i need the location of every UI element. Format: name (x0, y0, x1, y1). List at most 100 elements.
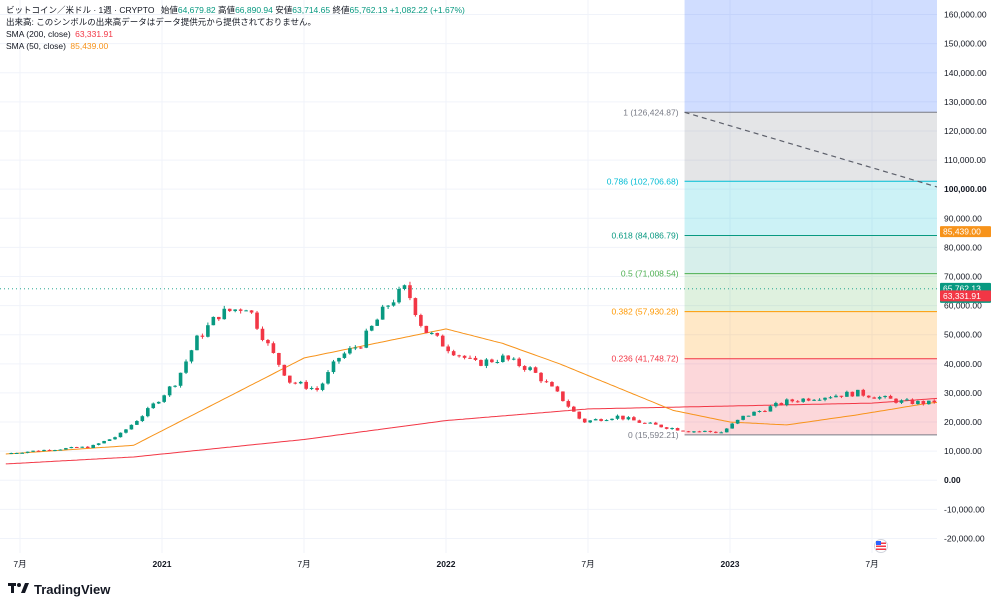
candle-body (544, 381, 549, 383)
price-axis-bg (937, 0, 993, 553)
candle-body (653, 422, 658, 425)
candle-body (47, 449, 52, 451)
candle-body (348, 348, 352, 354)
candle-body (386, 305, 390, 307)
candle-body (801, 398, 805, 402)
candle-body (85, 446, 90, 448)
open-label: 始値 (160, 5, 178, 15)
candle-body (588, 420, 592, 423)
candle-body (615, 415, 620, 419)
candle-body (419, 315, 423, 326)
candle-body (69, 447, 74, 449)
candle-body (828, 397, 833, 399)
volume-note: 出来高: このシンボルの出来高データはデータ提供元から提供されておりません。 (6, 17, 316, 27)
candle-body (217, 316, 221, 320)
fib-label-0.5: 0.5 (71,008.54) (621, 269, 679, 279)
candle-body (462, 355, 467, 358)
candle-body (599, 419, 603, 421)
fib-trend-line (684, 111, 993, 205)
candle-body (763, 410, 767, 412)
candle-body (785, 399, 789, 405)
candle-body (397, 288, 401, 303)
candle-body (916, 400, 920, 405)
x-tick-label: 7月 (297, 559, 310, 569)
price-badge-bg (940, 226, 991, 238)
price-badge-value: 63,331.91 (943, 291, 981, 301)
sma50-row[interactable]: SMA (50, close) 85,439.00 (6, 40, 465, 52)
candle-body (140, 416, 145, 422)
candle-body (555, 386, 560, 392)
candle-body (670, 428, 674, 430)
candle-body (118, 432, 123, 438)
candle-body (107, 439, 112, 441)
candle-body (446, 346, 450, 352)
y-tick-label: 40,000.00 (944, 359, 982, 369)
candle-body (227, 308, 232, 312)
candle-body (495, 362, 500, 364)
y-tick-label: 20,000.00 (944, 417, 982, 427)
candle-body (189, 350, 194, 362)
candle-body (561, 391, 565, 402)
candle-body (856, 389, 860, 397)
candle-body (195, 335, 199, 351)
candle-body (861, 389, 866, 396)
y-tick-label: 150,000.00 (944, 39, 987, 49)
candle-body (337, 357, 341, 362)
candle-body (610, 418, 614, 421)
low-value: 63,714.65 (292, 5, 331, 15)
sma200-label: SMA (200, close) (6, 29, 71, 39)
fib-label-0.618: 0.618 (84,086.79) (611, 231, 678, 241)
y-tick-label: 10,000.00 (944, 446, 982, 456)
candle-body (834, 395, 838, 398)
candle-body (910, 399, 915, 405)
candle-body (36, 450, 41, 452)
high-value: 66,890.94 (235, 5, 273, 15)
x-tick-label: 7月 (865, 559, 878, 569)
candle-body (113, 437, 117, 440)
candle-body (80, 446, 85, 448)
candle-body (659, 424, 663, 428)
price-badge-bg (940, 290, 991, 302)
candle-body (266, 339, 270, 344)
candle-body (506, 355, 511, 360)
candle-body (757, 410, 762, 412)
candle-body (211, 316, 216, 326)
candle-body (626, 417, 631, 420)
candle-body (714, 431, 718, 433)
candle-body (839, 395, 844, 397)
candle-body (102, 440, 106, 444)
candle-body (517, 358, 521, 367)
candle-body (375, 319, 379, 326)
x-tick-label: 2022 (437, 559, 456, 569)
candle-body (888, 395, 893, 399)
candle-body (550, 382, 554, 387)
candle-body (260, 328, 265, 340)
candle-body (582, 418, 587, 423)
candle-body (484, 359, 489, 366)
sma200-row[interactable]: SMA (200, close) 63,331.91 (6, 28, 465, 40)
y-tick-label: -20,000.00 (944, 533, 985, 543)
tradingview-logo-icon (8, 582, 30, 597)
candle-body (288, 375, 292, 383)
candle-body (9, 452, 14, 454)
candle-body (173, 385, 177, 387)
candle-body (91, 444, 95, 448)
symbol-title[interactable]: ビットコイン／米ドル · 1週 · CRYPTO (6, 5, 155, 15)
candle-body (566, 401, 571, 407)
y-tick-label: 110,000.00 (944, 155, 986, 165)
candle-body (932, 400, 937, 403)
candle-body (746, 415, 751, 417)
candle-body (353, 347, 358, 349)
candle-body (866, 395, 871, 398)
candle-body (539, 372, 543, 382)
x-tick-label: 2023 (721, 559, 740, 569)
candle-body (380, 306, 385, 320)
tradingview-brand[interactable]: TradingView (8, 582, 110, 597)
candle-body (14, 452, 19, 454)
brand-name: TradingView (34, 582, 111, 597)
candle-body (233, 309, 237, 312)
candle-body (817, 399, 822, 401)
candle-body (162, 395, 166, 402)
candle-body (708, 430, 713, 432)
